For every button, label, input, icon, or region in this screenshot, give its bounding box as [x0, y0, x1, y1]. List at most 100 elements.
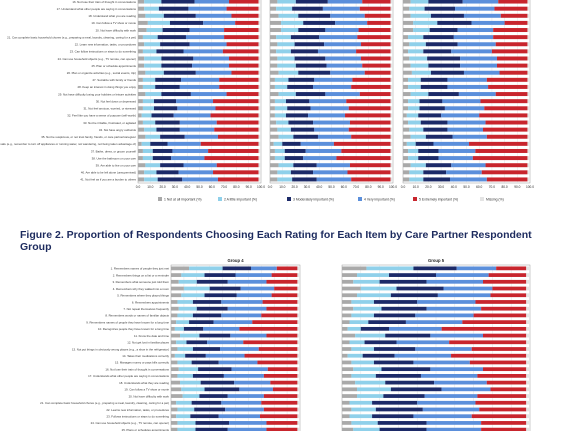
bar-segment	[142, 49, 157, 54]
bar-segment	[360, 326, 389, 331]
bar-segment	[335, 20, 368, 25]
bar-segment	[372, 400, 418, 405]
bar-segment	[292, 177, 317, 182]
bar-segment	[403, 99, 409, 104]
bar-segment	[327, 0, 363, 4]
bar-segment	[142, 99, 154, 104]
bar-segment	[177, 347, 193, 351]
bar-segment	[342, 293, 358, 298]
x-tick-label: 80.0	[233, 185, 239, 189]
bar-segment	[368, 320, 406, 324]
legend-label: Missing (%)	[486, 198, 504, 202]
bar-segment	[218, 360, 258, 365]
bar-segment	[356, 49, 391, 54]
bar-segment	[287, 84, 314, 89]
bar-segment	[138, 0, 145, 4]
bar-segment	[297, 333, 300, 338]
bar-segment	[351, 407, 376, 412]
bar-segment	[527, 170, 530, 175]
bar-segment	[271, 273, 298, 277]
bar-segment	[221, 313, 262, 318]
bar-segment	[266, 427, 298, 431]
bar-segment	[423, 177, 450, 182]
bar-segment	[222, 49, 259, 54]
bar-segment	[490, 387, 527, 392]
bar-segment	[441, 326, 527, 331]
bar-segment	[274, 148, 285, 153]
bar-segment	[144, 56, 162, 61]
bar-segment	[355, 333, 386, 338]
bar-segment	[426, 427, 482, 431]
bar-segment	[479, 113, 528, 118]
bar-segment	[526, 387, 530, 392]
bar-segment	[258, 28, 261, 33]
bar-segment	[252, 320, 298, 324]
bar-segment	[267, 367, 298, 372]
bar-segment	[278, 163, 294, 168]
bar-segment	[451, 163, 486, 168]
bar-segment	[477, 394, 527, 398]
bar-segment	[527, 63, 530, 68]
bar-segment	[295, 63, 327, 68]
bar-segment	[423, 170, 447, 175]
x-tick-label: 40.0	[184, 185, 190, 189]
bar-segment	[349, 400, 373, 405]
category-label: 23. Can follow instructions or steps to …	[70, 50, 137, 54]
bar-segment	[408, 99, 420, 104]
bar-segment	[403, 56, 410, 61]
category-label: 6. Remembers appointments	[132, 300, 170, 304]
bar-segment	[171, 380, 181, 385]
category-label: 9. Remembers names of people they have k…	[86, 320, 169, 324]
category-label: 38. Use the bathroom on your own	[92, 156, 137, 160]
bar-segment	[297, 279, 300, 284]
bar-segment	[258, 84, 261, 89]
category-label: 40. Are able to be left alone (unsupervi…	[81, 171, 136, 175]
bar-segment	[270, 106, 275, 111]
bar-segment	[403, 42, 410, 47]
bar-segment	[171, 266, 190, 271]
bar-segment	[171, 300, 178, 304]
category-label: 29. Not have difficulty losing your hobb…	[58, 92, 136, 96]
bar-segment	[226, 92, 259, 97]
bar-segment	[330, 13, 365, 18]
bar-segment	[526, 273, 530, 277]
bar-segment	[390, 127, 393, 132]
bar-segment	[308, 113, 346, 118]
bar-segment	[258, 92, 261, 97]
x-tick-label: 10.0	[413, 185, 419, 189]
x-tick-label: 0.0	[401, 185, 406, 189]
bar-segment	[270, 28, 282, 33]
bar-segment	[214, 127, 259, 132]
bar-segment	[276, 266, 298, 271]
bar-segment	[357, 273, 389, 277]
bar-segment	[171, 306, 179, 311]
bar-segment	[189, 42, 227, 47]
bar-segment	[195, 70, 232, 75]
bar-segment	[230, 333, 267, 338]
bar-segment	[297, 340, 300, 345]
bar-segment	[403, 127, 410, 132]
bar-segment	[258, 347, 298, 351]
bar-segment	[171, 367, 179, 372]
bar-segment	[258, 35, 261, 40]
panel-header: Group 4	[227, 258, 244, 263]
bar-segment	[196, 279, 228, 284]
bar-segment	[138, 113, 142, 118]
bar-segment	[297, 286, 300, 291]
bar-segment	[423, 49, 452, 54]
bar-segment	[270, 77, 275, 82]
bar-segment	[281, 28, 299, 33]
bar-segment	[144, 63, 162, 68]
bar-segment	[504, 20, 528, 25]
bar-segment	[342, 279, 354, 284]
bar-segment	[424, 394, 478, 398]
bar-segment	[390, 92, 393, 97]
category-label: 19. Can follow a TV show or movie	[91, 21, 136, 25]
bar-segment	[342, 300, 352, 304]
bar-segment	[145, 13, 164, 18]
bar-segment	[145, 134, 161, 139]
bar-segment	[526, 320, 530, 324]
bar-segment	[138, 20, 148, 25]
bar-segment	[263, 394, 298, 398]
bar-segment	[160, 134, 185, 139]
